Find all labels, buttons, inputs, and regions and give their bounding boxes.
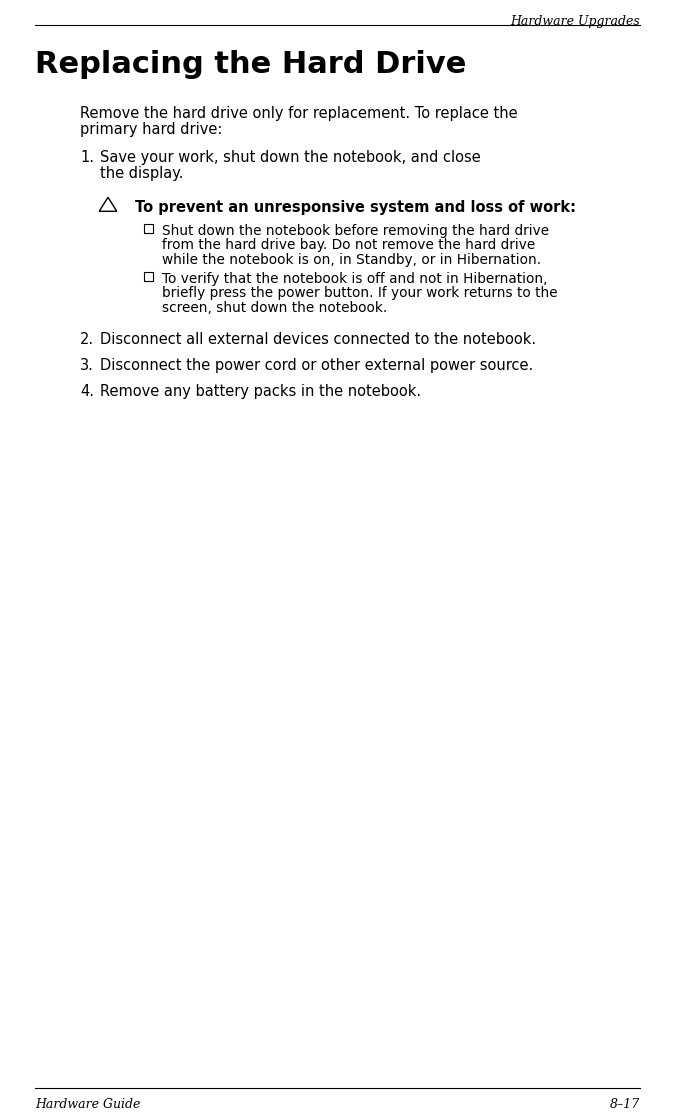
Text: Save your work, shut down the notebook, and close: Save your work, shut down the notebook, …: [100, 150, 481, 165]
Text: Remove any battery packs in the notebook.: Remove any battery packs in the notebook…: [100, 384, 421, 398]
Text: 3.: 3.: [80, 358, 94, 373]
Text: Hardware Guide: Hardware Guide: [35, 1099, 140, 1111]
Text: Disconnect all external devices connected to the notebook.: Disconnect all external devices connecte…: [100, 332, 536, 347]
Text: To verify that the notebook is off and not in Hibernation,: To verify that the notebook is off and n…: [162, 272, 547, 286]
Text: the display.: the display.: [100, 166, 183, 181]
Text: 1.: 1.: [80, 150, 94, 165]
Text: primary hard drive:: primary hard drive:: [80, 122, 222, 137]
Bar: [144, 224, 152, 233]
Text: 2.: 2.: [80, 332, 94, 347]
Bar: [144, 272, 152, 280]
Text: Shut down the notebook before removing the hard drive: Shut down the notebook before removing t…: [162, 224, 549, 238]
Text: 8–17: 8–17: [610, 1099, 640, 1111]
Text: from the hard drive bay. Do not remove the hard drive: from the hard drive bay. Do not remove t…: [162, 238, 535, 253]
Text: while the notebook is on, in Standby, or in Hibernation.: while the notebook is on, in Standby, or…: [162, 253, 541, 267]
Text: Hardware Upgrades: Hardware Upgrades: [510, 14, 640, 28]
Text: Remove the hard drive only for replacement. To replace the: Remove the hard drive only for replaceme…: [80, 106, 518, 121]
Text: To prevent an unresponsive system and loss of work:: To prevent an unresponsive system and lo…: [135, 200, 576, 215]
Text: 4.: 4.: [80, 384, 94, 398]
Text: screen, shut down the notebook.: screen, shut down the notebook.: [162, 301, 388, 315]
Text: Replacing the Hard Drive: Replacing the Hard Drive: [35, 50, 466, 79]
Text: briefly press the power button. If your work returns to the: briefly press the power button. If your …: [162, 286, 557, 301]
Text: Disconnect the power cord or other external power source.: Disconnect the power cord or other exter…: [100, 358, 533, 373]
